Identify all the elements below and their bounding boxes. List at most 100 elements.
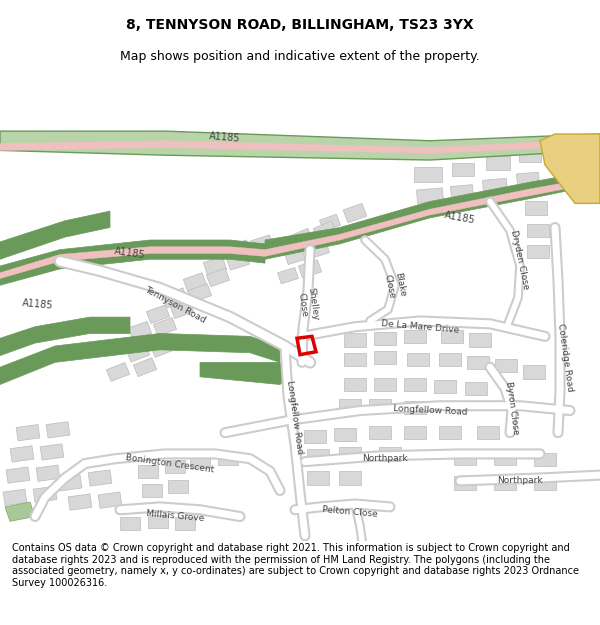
Polygon shape (5, 502, 35, 521)
Bar (465, 382, 487, 395)
Bar (33, 486, 57, 502)
Polygon shape (540, 134, 600, 203)
Bar (188, 284, 212, 302)
Text: Longfellow Road: Longfellow Road (286, 380, 305, 455)
Bar (517, 172, 539, 186)
Bar (250, 235, 274, 252)
Bar (319, 214, 341, 231)
Bar (307, 471, 329, 485)
Bar (36, 465, 60, 481)
Bar (527, 245, 549, 258)
Bar (439, 426, 461, 439)
Bar (150, 339, 174, 357)
Bar (477, 426, 499, 439)
Bar (519, 149, 541, 162)
Bar (404, 378, 426, 391)
Bar (126, 343, 150, 362)
Polygon shape (0, 176, 600, 279)
Text: Millais Grove: Millais Grove (146, 509, 205, 524)
Text: Longfellow Road: Longfellow Road (392, 404, 467, 417)
Bar (284, 248, 305, 264)
Bar (494, 452, 516, 466)
Text: Northpark: Northpark (362, 454, 408, 463)
Polygon shape (265, 169, 600, 259)
Bar (494, 476, 516, 489)
Bar (146, 305, 170, 323)
Bar (534, 476, 556, 489)
Bar (148, 515, 168, 528)
Bar (534, 453, 556, 466)
Bar (434, 380, 456, 393)
Polygon shape (0, 334, 280, 384)
Bar (407, 352, 429, 366)
Bar (339, 399, 361, 412)
Text: Coleridge Road: Coleridge Road (556, 322, 574, 392)
Bar (10, 446, 34, 462)
Polygon shape (0, 240, 265, 285)
Bar (120, 517, 140, 529)
Bar (278, 268, 298, 284)
Text: Pelton Close: Pelton Close (322, 505, 378, 519)
Text: Dryden Close: Dryden Close (509, 229, 531, 290)
Bar (16, 424, 40, 441)
Bar (170, 300, 194, 319)
Bar (414, 167, 442, 182)
Text: A1185: A1185 (22, 298, 54, 311)
Bar (379, 447, 401, 461)
Bar (190, 456, 210, 468)
Bar (46, 422, 70, 438)
Text: Northpark: Northpark (497, 476, 543, 486)
Bar (206, 268, 230, 287)
Bar (183, 272, 207, 292)
Bar (292, 228, 313, 246)
Text: A1185: A1185 (209, 131, 241, 144)
Bar (344, 378, 366, 391)
Bar (218, 452, 238, 465)
Bar (128, 321, 152, 340)
Bar (369, 399, 391, 412)
Bar (451, 184, 473, 199)
Bar (343, 203, 367, 222)
Bar (454, 476, 476, 489)
Bar (334, 428, 356, 441)
Bar (307, 241, 329, 259)
Bar (165, 460, 185, 472)
Text: Blake
Close: Blake Close (383, 271, 407, 299)
Bar (307, 449, 329, 462)
Bar (98, 492, 122, 508)
Bar (369, 426, 391, 439)
Bar (469, 334, 491, 347)
Bar (226, 253, 250, 270)
Text: Byron Close: Byron Close (504, 381, 520, 435)
Bar (404, 329, 426, 343)
Bar (344, 352, 366, 366)
Bar (133, 357, 157, 377)
Bar (203, 257, 227, 276)
Bar (298, 260, 322, 278)
Text: Shelley
Close: Shelley Close (296, 287, 320, 322)
Polygon shape (0, 139, 600, 153)
Bar (374, 378, 396, 391)
Text: Tennyson Road: Tennyson Road (143, 284, 207, 324)
Bar (88, 470, 112, 486)
Text: Contains OS data © Crown copyright and database right 2021. This information is : Contains OS data © Crown copyright and d… (12, 543, 579, 588)
Bar (374, 331, 396, 345)
Bar (162, 288, 188, 308)
Bar (6, 467, 30, 483)
Bar (495, 359, 517, 372)
Polygon shape (0, 317, 130, 356)
Polygon shape (0, 211, 110, 259)
Polygon shape (200, 362, 290, 384)
Bar (142, 484, 162, 497)
Bar (525, 201, 547, 215)
Polygon shape (0, 131, 600, 160)
Bar (439, 352, 461, 366)
Bar (226, 240, 251, 259)
Bar (106, 362, 130, 381)
Bar (313, 221, 337, 240)
Bar (304, 430, 326, 443)
Bar (374, 351, 396, 364)
Text: Bonington Crescent: Bonington Crescent (125, 453, 215, 474)
Text: Map shows position and indicative extent of the property.: Map shows position and indicative extent… (120, 50, 480, 62)
Bar (344, 334, 366, 347)
